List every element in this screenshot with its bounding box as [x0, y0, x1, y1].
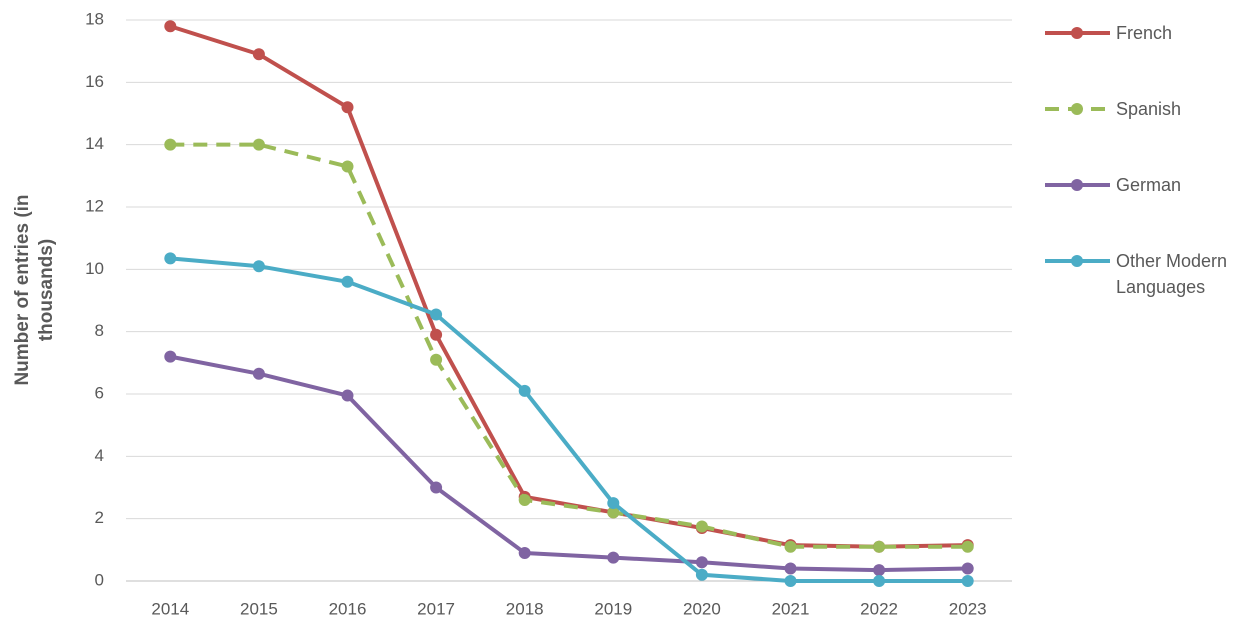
legend-marker — [1071, 255, 1083, 267]
x-tick-label: 2015 — [240, 599, 278, 618]
legend-label: German — [1116, 175, 1182, 195]
data-point — [164, 138, 177, 151]
legend-marker — [1071, 27, 1083, 39]
x-tick-label: 2023 — [949, 599, 987, 618]
y-tick-label: 10 — [85, 259, 104, 278]
y-tick-label: 8 — [95, 321, 104, 340]
data-point — [252, 138, 265, 151]
data-point — [873, 564, 886, 577]
data-point — [252, 367, 265, 380]
data-point — [341, 101, 354, 114]
data-point — [695, 568, 708, 581]
data-point — [164, 350, 177, 363]
x-tick-label: 2020 — [683, 599, 721, 618]
y-tick-label: 16 — [85, 72, 104, 91]
data-point — [961, 540, 974, 553]
data-point — [164, 20, 177, 33]
x-tick-label: 2017 — [417, 599, 455, 618]
x-tick-label: 2019 — [594, 599, 632, 618]
x-tick-label: 2022 — [860, 599, 898, 618]
data-point — [784, 562, 797, 575]
data-point — [341, 389, 354, 402]
series-line — [170, 142, 968, 549]
x-tick-label: 2021 — [772, 599, 810, 618]
y-tick-label: 0 — [95, 570, 104, 589]
data-point — [873, 575, 886, 587]
data-point — [695, 556, 708, 569]
data-point — [341, 275, 354, 288]
x-tick-label: 2016 — [329, 599, 367, 618]
data-point — [341, 160, 354, 173]
data-point — [607, 497, 620, 510]
data-point — [518, 384, 531, 397]
data-point — [607, 551, 620, 564]
y-tick-label: 2 — [95, 508, 104, 527]
legend-label: French — [1116, 23, 1173, 43]
data-point — [961, 575, 974, 587]
series-line — [170, 256, 968, 583]
data-point — [430, 353, 443, 366]
data-point — [252, 260, 265, 273]
data-point — [518, 546, 531, 559]
y-tick-label: 14 — [85, 134, 104, 153]
x-tick-label: 2014 — [151, 599, 189, 618]
legend-marker — [1071, 103, 1083, 115]
data-point — [252, 48, 265, 61]
series-line — [169, 354, 968, 573]
data-point — [430, 328, 443, 341]
y-tick-label: 18 — [85, 9, 104, 28]
data-point — [695, 520, 708, 533]
data-point — [430, 308, 443, 321]
x-tick-label: 2018 — [506, 599, 544, 618]
y-tick-label: 6 — [95, 383, 104, 402]
legend-label: Other Modern Languages — [1116, 251, 1228, 297]
data-point — [518, 493, 531, 506]
data-point — [784, 540, 797, 553]
data-point — [961, 562, 974, 575]
y-tick-label: 12 — [85, 196, 104, 215]
data-point — [607, 506, 620, 519]
data-point — [784, 575, 797, 587]
data-point — [164, 252, 177, 265]
legend-label: Spanish — [1116, 99, 1182, 119]
legend-marker — [1071, 179, 1083, 191]
y-axis-label: Number of entries (in thousands) — [12, 194, 57, 386]
data-point — [430, 481, 443, 494]
data-point — [873, 540, 886, 553]
series-line — [169, 24, 968, 549]
y-tick-label: 4 — [95, 446, 104, 465]
